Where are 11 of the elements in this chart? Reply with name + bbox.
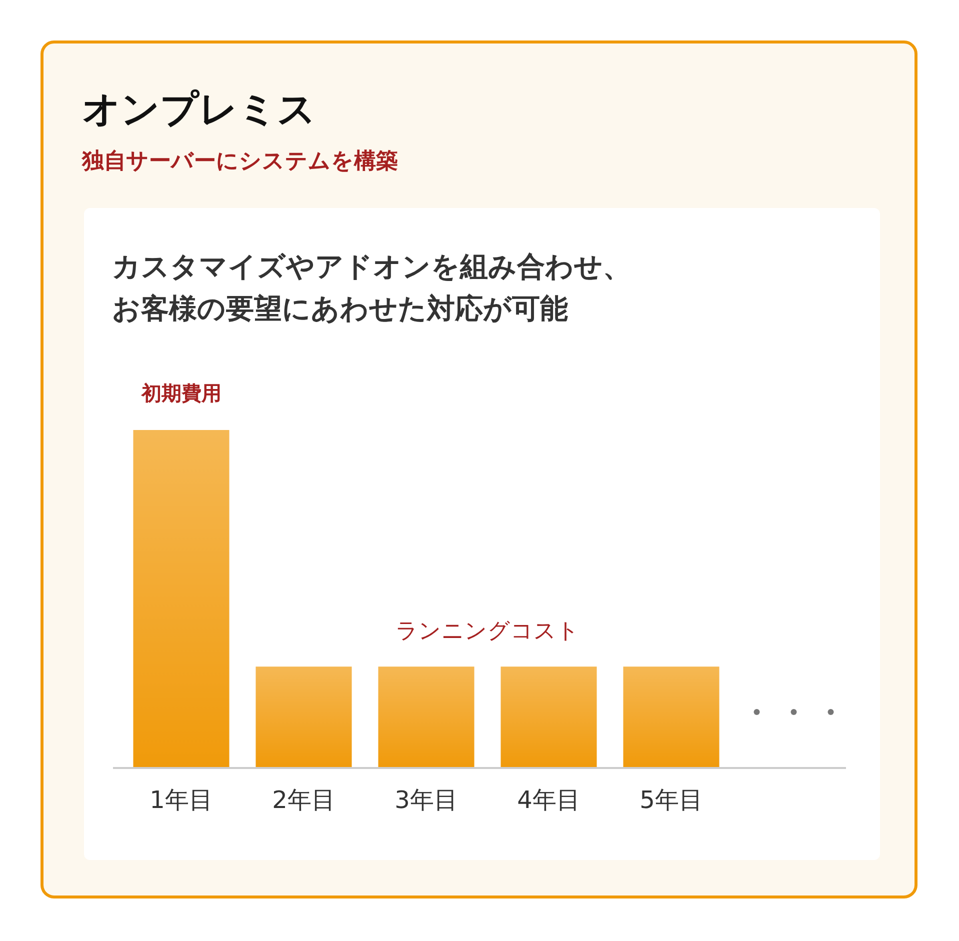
text: お客様の要望にあわせた対応が可能 (112, 292, 568, 325)
x-tick-label: 3年目 (394, 786, 458, 814)
text: カスタマイズやアドオンを組み合わせ、 (112, 250, 631, 283)
x-tick-label: 1年目 (150, 786, 213, 814)
x-tick-label: 2年目 (272, 786, 336, 814)
annotation: 初期費用 (140, 381, 222, 405)
chart-title: オンプレミス (82, 87, 316, 131)
x-tick-label: 5年目 (640, 786, 703, 814)
x-tick-label: 4年目 (517, 786, 580, 814)
annotation: ランニングコスト (396, 619, 580, 644)
chart-subtitle: 独自サーバーにシステムを構築 (81, 149, 398, 174)
